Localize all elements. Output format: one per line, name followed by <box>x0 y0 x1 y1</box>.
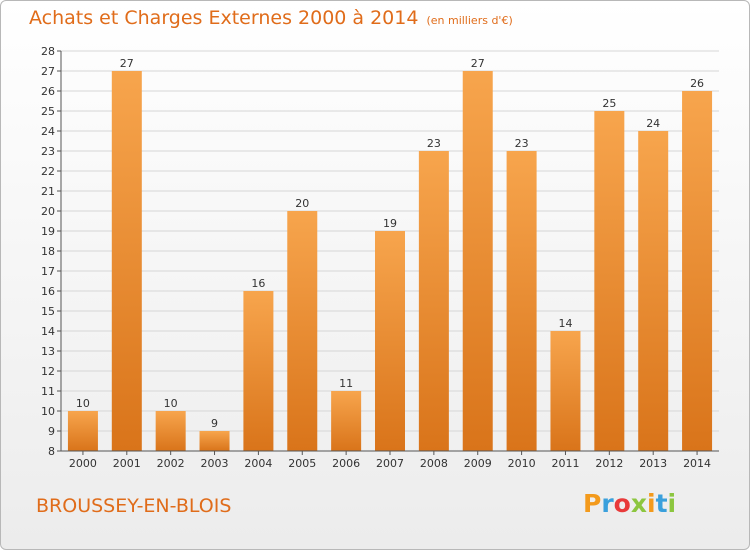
y-tick-label: 8 <box>48 445 55 458</box>
y-tick-label: 11 <box>41 385 55 398</box>
x-tick-label: 2005 <box>288 457 316 470</box>
data-label: 10 <box>76 397 90 410</box>
x-tick-label: 2010 <box>508 457 536 470</box>
logo-letter: r <box>601 489 614 518</box>
x-tick-label: 2014 <box>683 457 711 470</box>
x-tick-label: 2003 <box>201 457 229 470</box>
bar <box>638 131 669 451</box>
bar <box>550 331 581 451</box>
bar <box>243 291 274 451</box>
y-tick-label: 10 <box>41 405 55 418</box>
x-tick-label: 2002 <box>157 457 185 470</box>
y-tick-label: 20 <box>41 205 55 218</box>
logo-letter: i <box>647 489 656 518</box>
data-label: 23 <box>515 137 529 150</box>
bars <box>67 71 713 451</box>
bar <box>155 411 186 451</box>
logo-letter: x <box>630 489 647 518</box>
bar <box>682 91 713 451</box>
y-tick-label: 21 <box>41 185 55 198</box>
bar <box>375 231 405 451</box>
data-label: 27 <box>471 57 485 70</box>
x-tick-label: 2000 <box>69 457 97 470</box>
y-tick-label: 19 <box>41 225 55 238</box>
x-tick-label: 2008 <box>420 457 448 470</box>
data-label: 23 <box>427 137 441 150</box>
y-tick-label: 12 <box>41 365 55 378</box>
data-label: 20 <box>295 197 309 210</box>
data-label: 9 <box>211 417 218 430</box>
bar <box>462 71 493 451</box>
logo-letter: t <box>655 489 668 518</box>
bar <box>67 411 98 451</box>
labels: 8 9 10 11 12 13 14 15 16 17 18 19 20 21 22 23 24 25 26 27 28… <box>41 45 711 470</box>
data-label: 16 <box>251 277 265 290</box>
axes <box>57 50 719 455</box>
y-tick-label: 28 <box>41 45 55 58</box>
data-label: 27 <box>120 57 134 70</box>
proxiti-logo: Proxiti <box>583 489 676 518</box>
bar <box>111 71 142 451</box>
commune-name: BROUSSEY-EN-BLOIS <box>36 495 232 517</box>
y-tick-label: 15 <box>41 305 55 318</box>
x-tick-label: 2007 <box>376 457 404 470</box>
data-label: 11 <box>339 377 353 390</box>
x-tick-label: 2009 <box>464 457 492 470</box>
y-tick-label: 16 <box>41 285 55 298</box>
bar <box>331 391 362 451</box>
bar <box>199 431 230 451</box>
data-label: 14 <box>558 317 572 330</box>
logo-letter: o <box>613 489 631 518</box>
y-tick-label: 25 <box>41 105 55 118</box>
y-tick-label: 27 <box>41 65 55 78</box>
data-label: 10 <box>164 397 178 410</box>
x-tick-label: 2012 <box>595 457 623 470</box>
bar <box>594 111 625 451</box>
data-label: 24 <box>646 117 660 130</box>
x-tick-label: 2006 <box>332 457 360 470</box>
x-tick-label: 2004 <box>244 457 272 470</box>
y-tick-label: 13 <box>41 345 55 358</box>
y-tick-label: 24 <box>41 125 55 138</box>
y-tick-label: 9 <box>48 425 55 438</box>
logo-letter: i <box>667 489 677 518</box>
chart-subtitle: (en milliers d'€) <box>426 14 513 27</box>
data-label: 25 <box>602 97 616 110</box>
y-tick-label: 17 <box>41 265 55 278</box>
logo-letter: P <box>583 489 602 518</box>
x-tick-label: 2011 <box>551 457 579 470</box>
data-label: 26 <box>690 77 704 90</box>
x-tick-label: 2001 <box>113 457 141 470</box>
bar <box>418 151 449 451</box>
bar <box>506 151 537 451</box>
data-label: 19 <box>383 217 397 230</box>
bar <box>287 211 318 451</box>
y-tick-label: 23 <box>41 145 55 158</box>
chart-title: Achats et Charges Externes 2000 à 2014 (e… <box>29 7 513 29</box>
y-tick-label: 26 <box>41 85 55 98</box>
y-tick-label: 18 <box>41 245 55 258</box>
x-tick-label: 2013 <box>639 457 667 470</box>
y-tick-label: 22 <box>41 165 55 178</box>
y-tick-label: 14 <box>41 325 55 338</box>
